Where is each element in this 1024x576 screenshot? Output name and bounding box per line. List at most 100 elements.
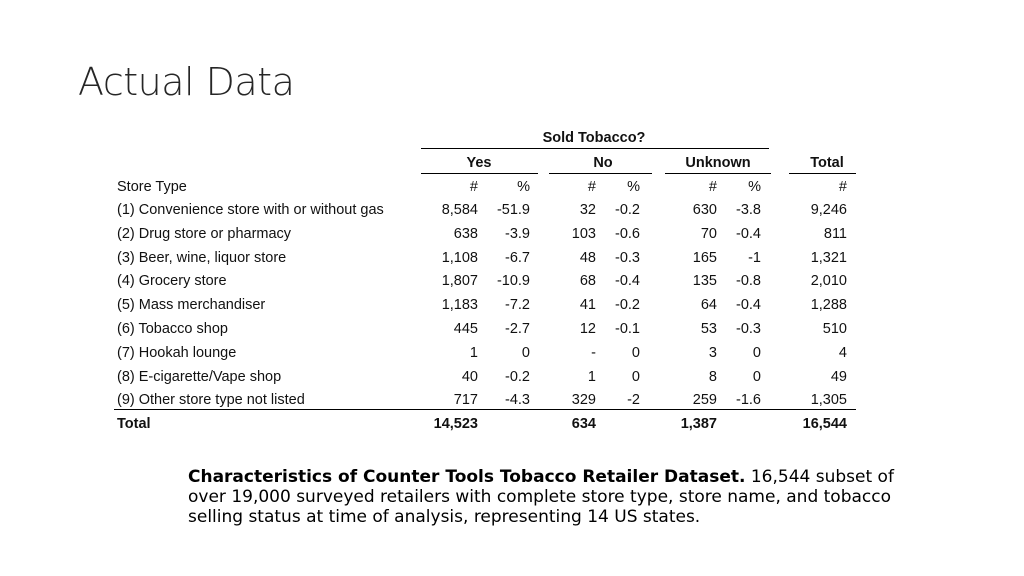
table-cell: -0.4 bbox=[615, 273, 640, 290]
row-label: (7) Hookah lounge bbox=[117, 344, 237, 361]
table-cell: 41 bbox=[579, 297, 596, 314]
table-cell: 329 bbox=[571, 392, 596, 409]
table-cell: 4 bbox=[838, 344, 847, 361]
table-cell: -0.4 bbox=[736, 225, 761, 242]
table-cell: 0 bbox=[752, 344, 761, 361]
table-cell: 9,246 bbox=[810, 202, 847, 218]
total-rule bbox=[114, 409, 856, 410]
table-cell: 1 bbox=[469, 344, 478, 361]
table-cell: -0.4 bbox=[736, 297, 761, 314]
row-header: Store Type bbox=[117, 179, 187, 195]
group-header: No bbox=[593, 155, 613, 171]
super-header: Sold Tobacco? bbox=[542, 130, 646, 146]
table-cell: 103 bbox=[571, 225, 596, 242]
table-cell: -4.3 bbox=[505, 392, 530, 409]
table-cell: -3.9 bbox=[505, 225, 530, 242]
group-rule-no bbox=[549, 173, 652, 174]
table-cell: 1 bbox=[587, 368, 596, 385]
caption: Characteristics of Counter Tools Tobacco… bbox=[188, 467, 918, 527]
row-label: (1) Convenience store with or without ga… bbox=[117, 202, 384, 218]
table-cell: -0.2 bbox=[615, 202, 640, 218]
table-cell: 1,183 bbox=[441, 297, 478, 314]
subheader: % bbox=[517, 179, 530, 195]
table-cell: 811 bbox=[823, 225, 847, 242]
row-label: (6) Tobacco shop bbox=[117, 321, 228, 337]
total-cell: 16,544 bbox=[802, 416, 847, 432]
table-cell: 1,108 bbox=[441, 249, 478, 266]
table-cell: 165 bbox=[692, 249, 717, 266]
table-cell: 445 bbox=[453, 321, 478, 337]
table-cell: -0.3 bbox=[736, 321, 761, 337]
table-cell: 8,584 bbox=[441, 202, 478, 218]
table-cell: -6.7 bbox=[505, 249, 530, 266]
group-rule-yes bbox=[421, 173, 538, 174]
table-cell: 8 bbox=[708, 368, 717, 385]
table-cell: 1,305 bbox=[810, 392, 847, 409]
subheader: # bbox=[838, 179, 847, 195]
table-cell: -51.9 bbox=[496, 202, 530, 218]
subheader: % bbox=[627, 179, 640, 195]
table-cell: 64 bbox=[700, 297, 717, 314]
table-cell: -1 bbox=[748, 249, 761, 266]
table-cell: -0.3 bbox=[615, 249, 640, 266]
table-cell: -0.1 bbox=[615, 321, 640, 337]
caption-bold: Characteristics of Counter Tools Tobacco… bbox=[188, 467, 746, 487]
table-cell: 32 bbox=[579, 202, 596, 218]
row-label: (3) Beer, wine, liquor store bbox=[117, 249, 287, 266]
table-cell: 48 bbox=[579, 249, 596, 266]
table-cell: 40 bbox=[461, 368, 478, 385]
table-cell: 638 bbox=[453, 225, 478, 242]
table-cell: -1.6 bbox=[736, 392, 761, 409]
table-cell: 135 bbox=[692, 273, 717, 290]
group-rule-unknown bbox=[665, 173, 771, 174]
table-cell: 717 bbox=[453, 392, 478, 409]
table-cell: 49 bbox=[830, 368, 847, 385]
total-cell: 14,523 bbox=[433, 416, 478, 432]
table-cell: 12 bbox=[579, 321, 596, 337]
row-label: (5) Mass merchandiser bbox=[117, 297, 266, 314]
subheader: # bbox=[587, 179, 596, 195]
subheader: # bbox=[708, 179, 717, 195]
group-header: Unknown bbox=[685, 155, 751, 171]
table-cell: 53 bbox=[700, 321, 717, 337]
group-header: Total bbox=[810, 155, 844, 171]
table-cell: -10.9 bbox=[496, 273, 530, 290]
table-cell: -2.7 bbox=[505, 321, 530, 337]
row-label: (4) Grocery store bbox=[117, 273, 227, 290]
subheader: # bbox=[469, 179, 478, 195]
data-table: Sold Tobacco? Yes No Unknown Total Store Type… bbox=[114, 124, 858, 436]
table-cell: 0 bbox=[521, 344, 530, 361]
group-header: Yes bbox=[466, 155, 492, 171]
table-cell: 0 bbox=[631, 344, 640, 361]
table-cell: 68 bbox=[579, 273, 596, 290]
total-label: Total bbox=[117, 416, 151, 432]
row-label: (8) E-cigarette/Vape shop bbox=[117, 368, 282, 385]
table-cell: 0 bbox=[631, 368, 640, 385]
caption-text: 16,544 subset of over 19,000 surveyed re… bbox=[188, 467, 894, 527]
table-cell: - bbox=[591, 344, 596, 361]
table-cell: 1,288 bbox=[810, 297, 847, 314]
table-cell: 630 bbox=[692, 202, 717, 218]
table-cell: 3 bbox=[708, 344, 717, 361]
table-cell: 2,010 bbox=[810, 273, 847, 290]
table-cell: -7.2 bbox=[505, 297, 530, 314]
group-rule-total bbox=[789, 173, 856, 174]
table-cell: -3.8 bbox=[736, 202, 761, 218]
subheader: % bbox=[748, 179, 761, 195]
super-header-rule bbox=[421, 148, 769, 149]
table-cell: 259 bbox=[692, 392, 717, 409]
table-cell: -0.6 bbox=[615, 225, 640, 242]
row-label: (9) Other store type not listed bbox=[117, 392, 305, 409]
table-cell: -2 bbox=[627, 392, 640, 409]
table-cell: -0.8 bbox=[736, 273, 761, 290]
table-cell: 0 bbox=[752, 368, 761, 385]
slide-title: Actual Data bbox=[78, 60, 295, 104]
table-cell: 1,321 bbox=[810, 249, 847, 266]
total-cell: 1,387 bbox=[680, 416, 717, 432]
row-label: (2) Drug store or pharmacy bbox=[117, 225, 292, 242]
table-cell: -0.2 bbox=[505, 368, 530, 385]
table-cell: 70 bbox=[700, 225, 717, 242]
table-cell: 510 bbox=[822, 321, 847, 337]
total-cell: 634 bbox=[571, 416, 596, 432]
table-cell: -0.2 bbox=[615, 297, 640, 314]
